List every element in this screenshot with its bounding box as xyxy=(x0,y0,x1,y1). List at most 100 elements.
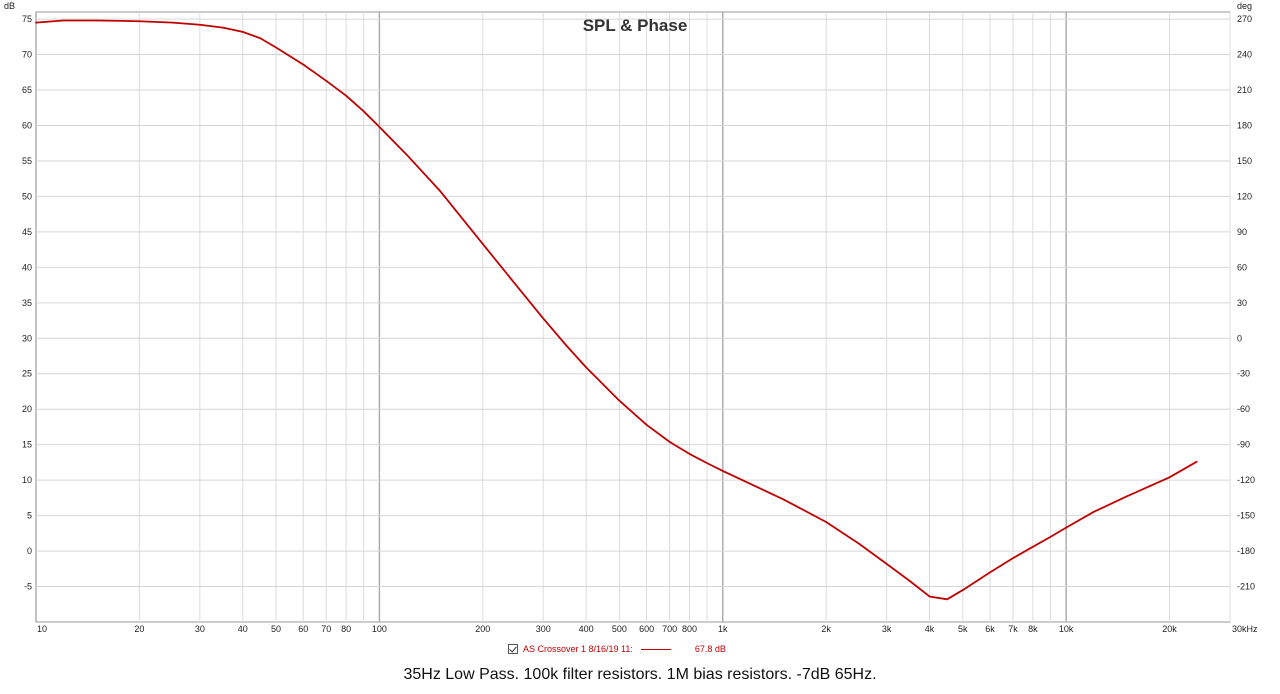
y-right-tick-label: -30 xyxy=(1237,369,1250,379)
y-left-tick-label: 5 xyxy=(27,511,32,521)
y-right-tick-label: 60 xyxy=(1237,262,1247,272)
series-point xyxy=(199,23,201,26)
x-tick-label: 3k xyxy=(882,624,892,634)
x-tick-label: 6k xyxy=(985,624,995,634)
y-right-unit-label: deg xyxy=(1237,1,1253,11)
series-point xyxy=(362,110,365,113)
y-left-tick-label: 10 xyxy=(22,475,32,485)
y-right-tick-label: 210 xyxy=(1237,85,1252,95)
chart-title: SPL & Phase xyxy=(582,16,688,35)
x-tick-label: 4k xyxy=(925,624,935,634)
series-point xyxy=(688,453,691,455)
legend-series-value: 67.8 dB xyxy=(694,644,726,654)
x-gridlines xyxy=(35,12,1231,622)
series-point xyxy=(171,21,174,24)
y-gridlines xyxy=(36,18,1230,588)
y-left-tick-label: 30 xyxy=(22,333,32,343)
y-right-tick-label: -120 xyxy=(1237,475,1255,485)
series-point xyxy=(1125,495,1128,498)
legend-line-swatch xyxy=(640,648,671,650)
y-left-tick-label: 65 xyxy=(22,85,32,95)
y-left-tick-label: 45 xyxy=(22,227,32,237)
y-right-tick-label: -180 xyxy=(1237,546,1255,556)
y-right-tick-label: 0 xyxy=(1237,333,1242,343)
x-tick-label: 700 xyxy=(662,624,677,634)
series-point xyxy=(138,20,141,23)
x-tick-label: 100 xyxy=(372,624,387,634)
legend[interactable]: AS Crossover 1 8/16/19 11: 67.8 dB xyxy=(508,642,726,656)
series-point xyxy=(325,80,327,82)
chart-caption: 35Hz Low Pass. 100k filter resistors. 1M… xyxy=(403,666,877,683)
series-point xyxy=(378,126,381,128)
y-left-tick-label: 20 xyxy=(22,404,32,414)
series-point xyxy=(515,284,517,286)
series-point xyxy=(1012,557,1014,559)
legend-series-name: AS Crossover 1 8/16/19 11: xyxy=(523,644,633,654)
y-left-tick-label: 0 xyxy=(27,546,32,556)
y-left-tick-label: 55 xyxy=(22,156,32,166)
series-point xyxy=(35,21,37,24)
series-point xyxy=(259,37,262,40)
series-point xyxy=(302,63,305,66)
x-tick-label: 200 xyxy=(475,624,490,634)
series-line xyxy=(35,19,1198,601)
x-tick-label: 600 xyxy=(639,624,654,634)
series-layer xyxy=(35,19,1198,601)
y-right-tick-label: 30 xyxy=(1237,298,1247,308)
x-tick-label: 10k xyxy=(1059,624,1074,634)
legend-checkbox-icon[interactable] xyxy=(508,644,518,654)
y-right-tick-label: 120 xyxy=(1237,191,1252,201)
series-point xyxy=(618,399,621,402)
y-left-tick-label: 50 xyxy=(22,191,32,201)
x-tick-label: 7k xyxy=(1008,624,1018,634)
x-tick-label: 20 xyxy=(134,624,144,634)
y-right-tick-label: 270 xyxy=(1237,14,1252,24)
series-point xyxy=(946,598,948,601)
series-point xyxy=(989,571,991,574)
series-point xyxy=(439,189,441,192)
series-point xyxy=(1168,476,1171,479)
series-point xyxy=(565,344,568,347)
x-tick-label: 5k xyxy=(958,624,968,634)
series-point xyxy=(858,543,861,545)
y-left-tick-label: 35 xyxy=(22,298,32,308)
series-point xyxy=(782,498,785,501)
series-point xyxy=(749,482,751,485)
series-point xyxy=(1049,536,1052,538)
series-point xyxy=(721,470,724,472)
y-right-tick-label: 240 xyxy=(1237,50,1252,60)
series-point xyxy=(585,366,587,369)
series-point xyxy=(961,589,964,591)
series-point xyxy=(706,462,708,464)
y-right-tick-label: -210 xyxy=(1237,582,1255,592)
series-point xyxy=(95,19,98,22)
series-point xyxy=(345,94,347,97)
y-right-tick-label: 180 xyxy=(1237,120,1252,130)
x-tick-label: 70 xyxy=(321,624,331,634)
y-left-tick-label: 60 xyxy=(22,120,32,130)
series-point xyxy=(542,317,545,320)
x-tick-label: 30 xyxy=(195,624,205,634)
series-point xyxy=(62,19,64,22)
series-point xyxy=(241,31,244,33)
y-left-tick-label: -5 xyxy=(24,582,32,592)
series-point xyxy=(885,563,888,565)
y-left-tick-label: 15 xyxy=(22,440,32,450)
y-left-tick-label: 40 xyxy=(22,262,32,272)
x-tick-label: 8k xyxy=(1028,624,1038,634)
series-point xyxy=(645,424,648,426)
y-left-tick-label: 25 xyxy=(22,369,32,379)
x-unit-label: 30kHz xyxy=(1232,624,1258,634)
x-tick-label: 40 xyxy=(238,624,248,634)
series-point xyxy=(825,521,827,523)
x-tick-label: 10 xyxy=(37,624,47,634)
x-tick-label: 20k xyxy=(1162,624,1177,634)
series-point xyxy=(275,46,277,49)
series-point xyxy=(668,441,671,443)
x-tick-label: 80 xyxy=(341,624,351,634)
y-left-tick-label: 75 xyxy=(22,14,32,24)
y-right-tick-label: 150 xyxy=(1237,156,1252,166)
series-point xyxy=(481,243,484,245)
